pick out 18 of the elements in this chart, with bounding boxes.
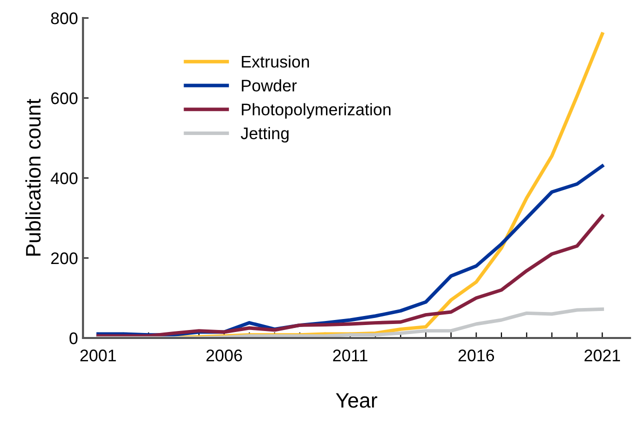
y-tick-label: 400: [50, 172, 78, 184]
x-tick-label: 2021: [584, 350, 620, 362]
y-tick-label: 0: [70, 332, 78, 344]
line-series: [96, 307, 604, 338]
y-tick-label: 200: [51, 252, 78, 264]
legend-label: Photopolymerization: [242, 103, 390, 119]
y-tick-label: 600: [51, 92, 78, 104]
legend-label: Jetting: [240, 127, 289, 143]
line-series: [96, 214, 604, 338]
legend-label: Extrusion: [242, 55, 309, 68]
y-tick-label: 800: [51, 12, 78, 24]
x-tick-label: 2001: [80, 350, 116, 362]
x-tick-label: 2011: [333, 350, 368, 362]
x-tick-label: 2016: [458, 350, 494, 362]
y-axis-title: Publication count: [25, 98, 41, 256]
legend-label: Powder: [242, 79, 297, 92]
x-tick-label: 2006: [206, 350, 242, 362]
x-axis-title: Year: [336, 393, 378, 408]
